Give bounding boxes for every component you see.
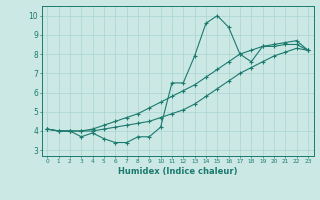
X-axis label: Humidex (Indice chaleur): Humidex (Indice chaleur) [118,167,237,176]
